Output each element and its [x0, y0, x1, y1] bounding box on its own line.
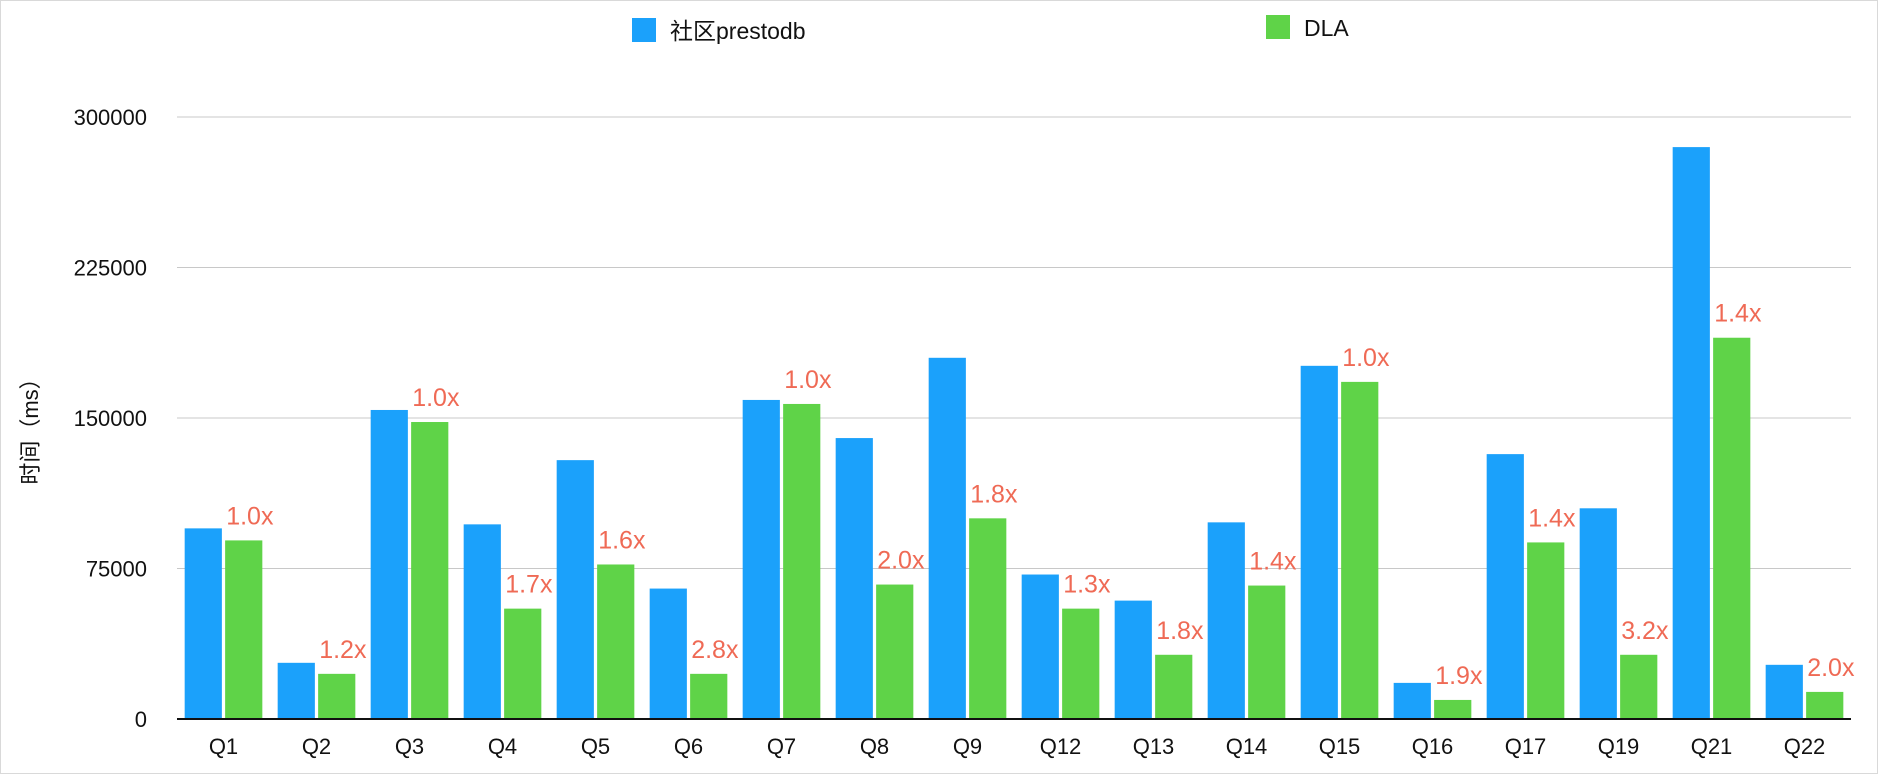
- bar-dla: [504, 608, 542, 719]
- x-tick-label: Q22: [1784, 734, 1826, 759]
- y-tick-label: 300000: [74, 105, 147, 130]
- y-tick-label: 0: [135, 707, 147, 732]
- bar-prestodb: [1393, 682, 1431, 719]
- bar-prestodb: [649, 588, 687, 719]
- bar-dla: [225, 540, 263, 719]
- bar-dla: [1341, 381, 1379, 719]
- x-tick-label: Q7: [767, 734, 796, 759]
- ratio-annotations: 1.0x 1.2x 1.0x 1.7x 1.6x 2.8x 1.0x 2.0x 1.8x 1.3x…: [226, 300, 1855, 690]
- x-tick-label: Q19: [1598, 734, 1640, 759]
- x-tick-label: Q17: [1505, 734, 1547, 759]
- x-tick-label: Q13: [1133, 734, 1175, 759]
- bar-dla: [876, 584, 914, 719]
- x-tick-label: Q16: [1412, 734, 1454, 759]
- bar-prestodb: [742, 399, 780, 719]
- ratio-label: 1.0x: [784, 366, 832, 394]
- gridlines: [177, 116, 1851, 569]
- ratio-label: 1.2x: [319, 636, 367, 664]
- bar-dla: [1527, 542, 1565, 719]
- ratio-label: 1.0x: [1342, 344, 1390, 372]
- bar-dla: [690, 673, 728, 719]
- bar-dla: [411, 422, 449, 719]
- bar-dla: [1434, 699, 1472, 719]
- bar-prestodb: [835, 438, 873, 719]
- ratio-label: 1.0x: [412, 384, 460, 412]
- ratio-label: 1.3x: [1063, 571, 1111, 599]
- bar-dla: [1248, 585, 1286, 719]
- legend-label-prestodb: 社区prestodb: [670, 18, 806, 44]
- bar-prestodb: [556, 460, 594, 719]
- bars: [184, 147, 1844, 720]
- bar-prestodb: [1579, 508, 1617, 719]
- bar-prestodb: [928, 357, 966, 719]
- bar-dla: [1062, 608, 1100, 719]
- ratio-label: 3.2x: [1621, 617, 1669, 645]
- bar-dla: [783, 403, 821, 719]
- bar-dla: [318, 673, 356, 719]
- bar-prestodb: [1765, 664, 1803, 719]
- x-tick-label: Q8: [860, 734, 889, 759]
- bar-dla: [969, 518, 1007, 719]
- ratio-label: 2.8x: [691, 636, 739, 664]
- ratio-label: 1.8x: [970, 480, 1018, 508]
- x-tick-label: Q5: [581, 734, 610, 759]
- bar-prestodb: [1207, 522, 1245, 719]
- bar-prestodb: [1486, 454, 1524, 719]
- ratio-label: 1.4x: [1249, 548, 1297, 576]
- bar-prestodb: [463, 524, 501, 719]
- x-tick-label: Q14: [1226, 734, 1268, 759]
- x-tick-label: Q1: [209, 734, 238, 759]
- ratio-label: 1.4x: [1714, 300, 1762, 328]
- bar-prestodb: [1672, 147, 1710, 720]
- x-tick-label: Q15: [1319, 734, 1361, 759]
- x-tick-label: Q2: [302, 734, 331, 759]
- y-tick-label: 75000: [86, 557, 147, 582]
- ratio-label: 1.7x: [505, 571, 553, 599]
- x-tick-labels: Q1 Q2 Q3 Q4 Q5 Q6 Q7 Q8 Q9 Q12 Q13 Q14 Q15 Q16 Q17 Q19 Q…: [209, 734, 1825, 759]
- ratio-label: 1.6x: [598, 526, 646, 554]
- ratio-label: 2.0x: [1807, 654, 1855, 682]
- legend-swatch-prestodb: [632, 18, 656, 42]
- ratio-label: 1.4x: [1528, 504, 1576, 532]
- bar-dla: [1155, 654, 1193, 719]
- y-tick-labels: 0 75000 150000 225000 300000: [74, 105, 147, 732]
- bar-dla: [597, 564, 635, 719]
- bar-prestodb: [184, 528, 222, 719]
- ratio-label: 1.8x: [1156, 617, 1204, 645]
- bar-prestodb: [1300, 365, 1338, 719]
- y-axis-label: 时间（ms）: [18, 367, 43, 484]
- ratio-label: 2.0x: [877, 547, 925, 575]
- ratio-label: 1.9x: [1435, 662, 1483, 690]
- ratio-label: 1.0x: [226, 502, 274, 530]
- x-tick-label: Q3: [395, 734, 424, 759]
- x-tick-label: Q4: [488, 734, 517, 759]
- bar-prestodb: [1114, 600, 1152, 719]
- legend-swatch-dla: [1266, 15, 1290, 39]
- x-tick-label: Q6: [674, 734, 703, 759]
- legend: 社区prestodb DLA: [632, 15, 1349, 44]
- bar-prestodb: [1021, 574, 1059, 719]
- bar-prestodb: [370, 409, 408, 719]
- bar-prestodb: [277, 662, 315, 719]
- bar-dla: [1620, 654, 1658, 719]
- y-tick-label: 225000: [74, 256, 147, 281]
- bar-dla: [1806, 691, 1844, 719]
- bar-dla: [1713, 337, 1751, 719]
- x-tick-label: Q9: [953, 734, 982, 759]
- x-tick-label: Q12: [1040, 734, 1082, 759]
- y-tick-label: 150000: [74, 406, 147, 431]
- legend-label-dla: DLA: [1304, 15, 1349, 41]
- x-tick-label: Q21: [1691, 734, 1733, 759]
